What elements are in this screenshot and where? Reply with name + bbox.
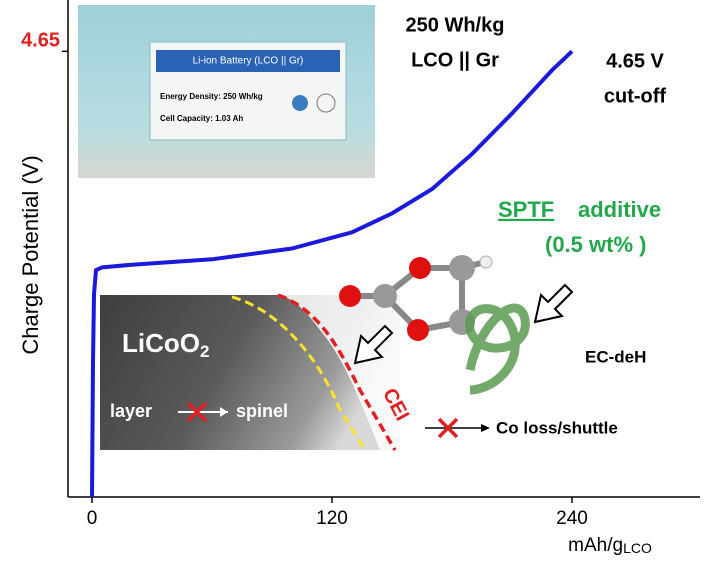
atom-c [373,284,397,308]
molecule [339,255,493,341]
atom-h [479,255,493,269]
battery-energy: Energy Density: 250 Wh/kg [160,92,263,101]
cutoff-voltage: 4.65 V [606,50,664,72]
spinel-label: spinel [236,401,288,421]
arrow-head [481,424,490,432]
cathode-sub: 2 [200,342,209,361]
additive-word: additive [578,197,661,222]
logo [316,93,336,113]
line [90,49,574,498]
battery-capacity: Cell Capacity: 1.03 Ah [160,114,243,123]
x-label-sub: LCO [623,540,652,556]
x-tick-label: 240 [556,508,588,529]
bonds [350,259,486,333]
boundary-yellow [231,295,367,451]
cell-chemistry: LCO || Gr [411,49,499,71]
x-tick-label: 0 [87,508,98,529]
cathode-label: LiCoO2 [122,328,209,362]
cathode-main: LiCoO [122,328,200,358]
tem-edge [280,295,400,450]
knot [465,303,530,395]
atom-c [449,255,475,281]
cross [437,417,459,439]
hollow-arrow [533,283,574,324]
cell-energy: 250 Wh/kg [406,14,505,36]
atom-o [409,257,431,279]
y-axis-label: Charge Potential (V) [18,155,43,354]
x-axis-label: mAh/gLCO [568,535,652,556]
arrow-head [220,407,228,417]
loss-label: Co loss/shuttle [496,418,618,437]
tem-image: LiCoO2 layer spinel [100,293,400,451]
x-label-main: mAh/g [568,535,623,556]
layer-label: layer [110,401,152,421]
boundary-red [277,293,397,451]
battery-title: Li-ion Battery (LCO || Gr) [193,56,304,67]
cutoff-text: cut-off [604,85,667,107]
y-tick-label: 4.65 [21,30,60,52]
additive-name: SPTF [498,197,554,222]
battery-photo: Li-ion Battery (LCO || Gr) Energy Densit… [78,5,375,178]
battery-label-bar [156,50,340,72]
hollow-arrow [353,324,394,365]
logo [292,95,308,111]
radical-label: EC-deH [585,347,646,366]
atom-o [339,285,361,307]
cross [186,401,208,423]
x-tick-label: 120 [316,508,348,529]
atom-o [407,319,429,341]
additive-amount: (0.5 wt% ) [545,232,646,257]
